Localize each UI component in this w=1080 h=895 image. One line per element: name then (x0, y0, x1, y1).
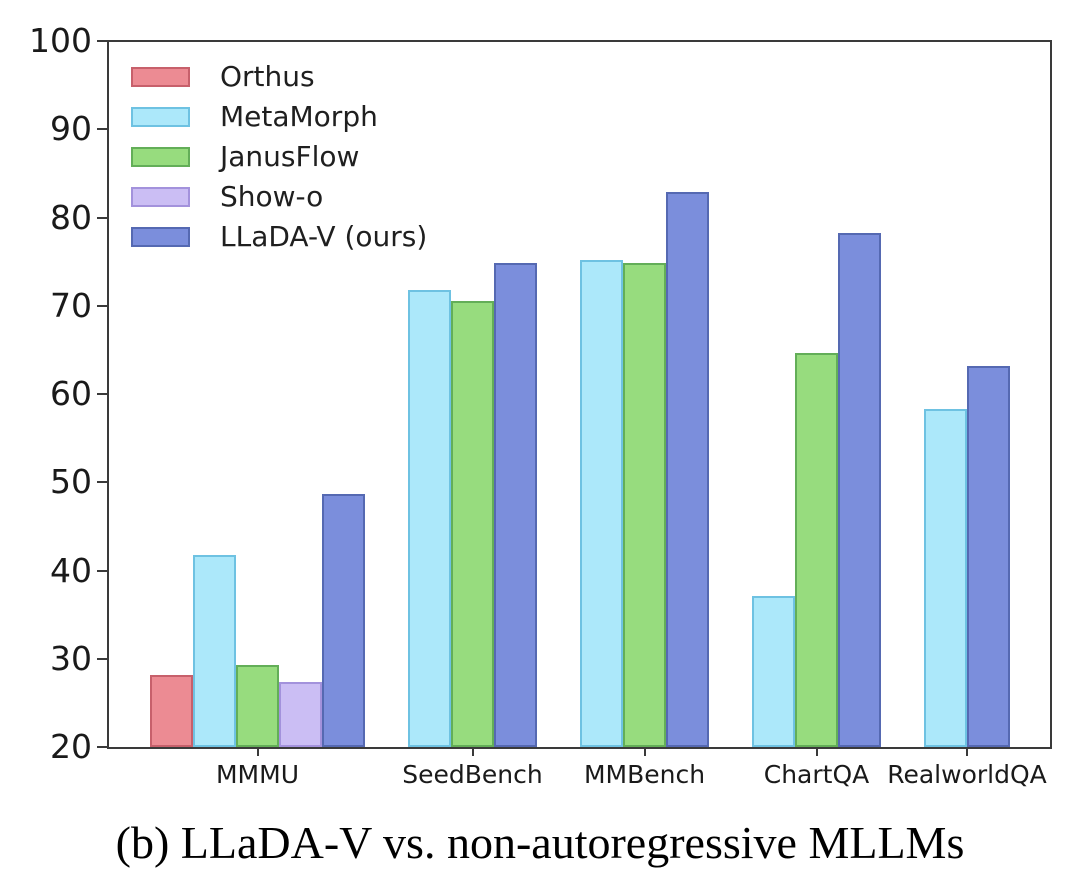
legend-item-show-o: Show-o (131, 177, 427, 217)
y-tick-80 (97, 216, 107, 219)
x-tick-label-realworldqa: RealworldQA (887, 760, 1047, 789)
legend-item-llada-v-ours: LLaDA-V (ours) (131, 217, 427, 257)
legend-swatch-llada-v-ours (131, 227, 190, 247)
y-tick-40 (97, 569, 107, 572)
x-tick-mmbench (643, 747, 646, 756)
legend-label-llada-v-ours: LLaDA-V (ours) (220, 220, 428, 253)
y-tick-60 (97, 393, 107, 395)
x-tick-seedbench (471, 747, 474, 756)
legend-item-orthus: Orthus (131, 57, 427, 97)
x-tick-label-chartqa: ChartQA (763, 760, 870, 789)
figure-caption: (b) LLaDA-V vs. non-autoregressive MLLMs (115, 817, 965, 868)
legend-label-orthus: Orthus (220, 60, 315, 93)
y-tick-20 (97, 746, 107, 748)
bar-janusflow-mmbench (623, 262, 666, 747)
y-tick-label-40: 40 (50, 550, 92, 590)
bar-metamorph-realworldqa (924, 409, 967, 747)
y-tick-label-90: 90 (50, 109, 92, 149)
legend-label-janusflow: JanusFlow (220, 140, 360, 173)
x-tick-realworldqa (966, 747, 968, 756)
legend-swatch-metamorph (131, 107, 190, 127)
bar-janusflow-chartqa (795, 353, 838, 747)
bar-llada-v-ours-realworldqa (967, 365, 1010, 747)
x-tick-label-mmbench: MMBench (583, 760, 706, 789)
bar-show-o-mmmu (279, 681, 322, 747)
bar-janusflow-mmmu (236, 664, 279, 747)
y-tick-label-30: 30 (50, 638, 92, 678)
y-tick-label-80: 80 (50, 197, 92, 237)
bar-llada-v-ours-chartqa (838, 232, 881, 747)
legend-label-show-o: Show-o (220, 180, 324, 213)
bar-janusflow-seedbench (451, 301, 494, 747)
y-tick-90 (97, 128, 107, 131)
x-tick-label-mmmu: MMMU (215, 760, 299, 789)
y-tick-label-60: 60 (50, 374, 92, 413)
y-tick-50 (97, 481, 107, 484)
y-tick-label-70: 70 (50, 285, 92, 325)
bar-llada-v-ours-mmbench (666, 191, 709, 747)
legend-swatch-orthus (131, 67, 190, 87)
bar-llada-v-ours-seedbench (494, 263, 537, 747)
y-tick-label-100: 100 (29, 21, 92, 60)
y-tick-label-50: 50 (50, 462, 92, 502)
y-tick-100 (97, 40, 107, 42)
x-tick-mmmu (256, 747, 259, 756)
x-tick-chartqa (815, 747, 818, 756)
y-tick-label-20: 20 (50, 727, 92, 766)
legend-item-metamorph: MetaMorph (131, 97, 427, 137)
bar-metamorph-mmbench (580, 259, 623, 747)
x-tick-label-seedbench: SeedBench (402, 760, 543, 789)
y-tick-30 (97, 657, 107, 660)
bar-llada-v-ours-mmmu (322, 493, 365, 747)
bar-metamorph-seedbench (408, 289, 451, 747)
legend-item-janusflow: JanusFlow (131, 137, 427, 177)
y-tick-70 (97, 304, 107, 307)
legend: Orthus MetaMorph JanusFlow Show-o LLaDA-V (o… (131, 57, 427, 257)
bar-metamorph-chartqa (752, 596, 795, 747)
bar-metamorph-mmmu (193, 554, 236, 747)
bar-orthus-mmmu (150, 674, 193, 747)
legend-label-metamorph: MetaMorph (220, 100, 378, 133)
legend-swatch-show-o (131, 187, 190, 207)
plot-frame (107, 40, 1052, 749)
legend-swatch-janusflow (131, 147, 190, 167)
